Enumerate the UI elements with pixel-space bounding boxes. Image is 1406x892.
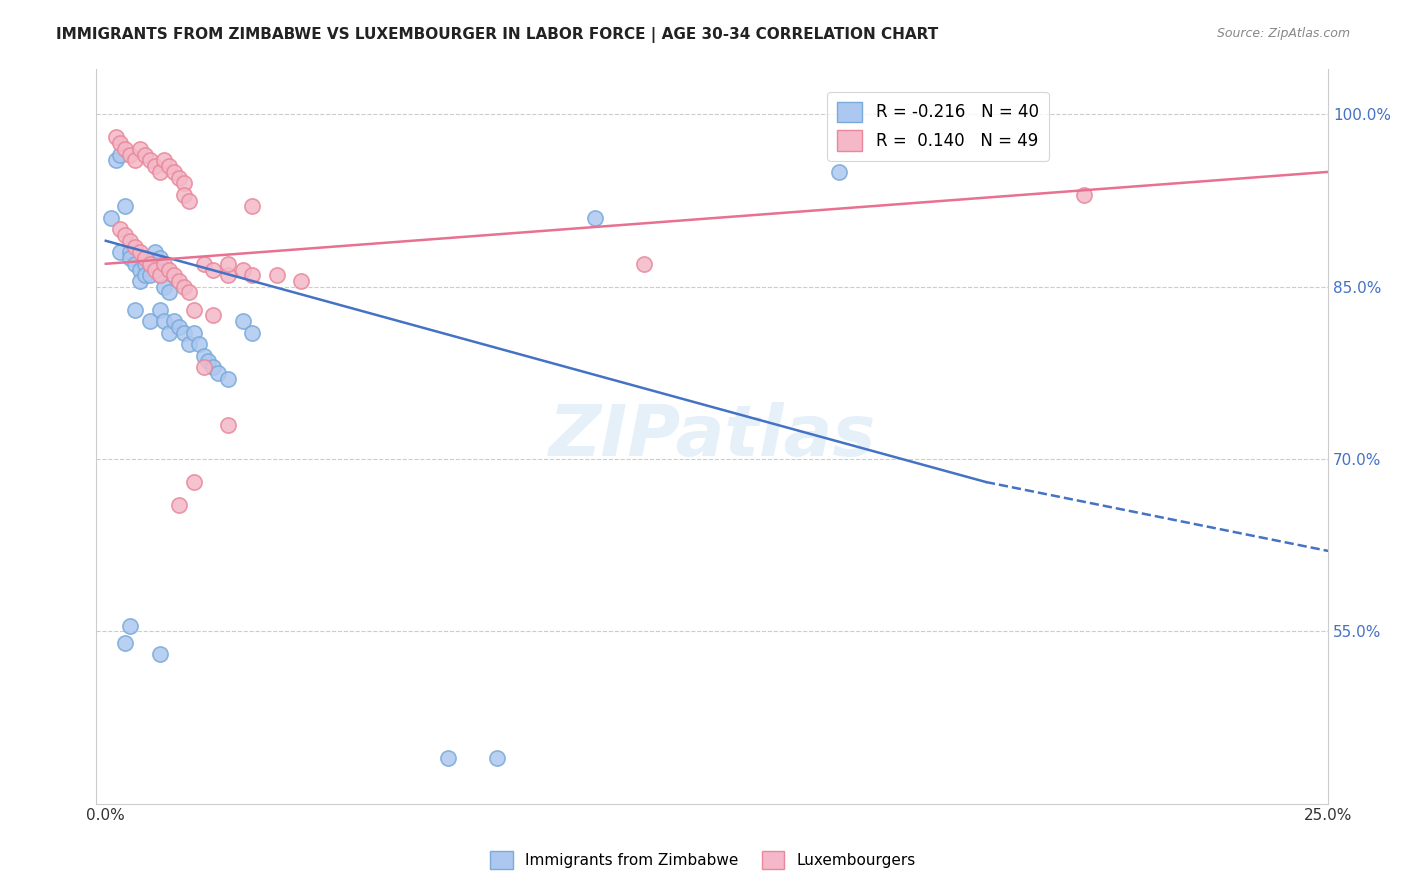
Point <box>129 245 152 260</box>
Point <box>134 251 156 265</box>
Point <box>114 199 136 213</box>
Point <box>139 257 162 271</box>
Point <box>124 302 146 317</box>
Point <box>163 165 186 179</box>
Point <box>173 279 195 293</box>
Text: ZIPatlas: ZIPatlas <box>548 401 876 471</box>
Point <box>114 228 136 243</box>
Point <box>232 262 254 277</box>
Point <box>1073 187 1095 202</box>
Point <box>110 136 132 151</box>
Point <box>120 234 142 248</box>
Point <box>217 417 239 432</box>
Point <box>266 268 288 283</box>
Point <box>153 314 176 328</box>
Point <box>120 618 142 632</box>
Point <box>485 750 508 764</box>
Point <box>129 142 152 156</box>
Point <box>197 354 219 368</box>
Point <box>173 177 195 191</box>
Legend: R = -0.216   N = 40, R =  0.140   N = 49: R = -0.216 N = 40, R = 0.140 N = 49 <box>827 92 1049 161</box>
Point <box>124 257 146 271</box>
Point <box>143 257 166 271</box>
Point <box>437 750 460 764</box>
Point <box>173 187 195 202</box>
Point <box>120 147 142 161</box>
Point <box>242 199 264 213</box>
Point <box>139 257 162 271</box>
Point <box>157 159 180 173</box>
Point <box>149 268 172 283</box>
Point <box>129 274 152 288</box>
Point <box>177 194 200 208</box>
Point <box>242 268 264 283</box>
Point <box>202 262 225 277</box>
Point <box>290 274 312 288</box>
Point <box>828 165 851 179</box>
Point <box>183 326 205 340</box>
Point <box>153 257 176 271</box>
Point <box>139 153 162 168</box>
Point <box>193 257 215 271</box>
Point <box>217 257 239 271</box>
Point <box>187 337 209 351</box>
Point <box>583 211 606 225</box>
Point <box>193 349 215 363</box>
Point <box>104 153 127 168</box>
Point <box>167 498 190 512</box>
Point <box>167 320 190 334</box>
Point <box>114 142 136 156</box>
Point <box>129 262 152 277</box>
Point <box>139 268 162 283</box>
Text: IMMIGRANTS FROM ZIMBABWE VS LUXEMBOURGER IN LABOR FORCE | AGE 30-34 CORRELATION : IMMIGRANTS FROM ZIMBABWE VS LUXEMBOURGER… <box>56 27 938 43</box>
Point <box>149 302 172 317</box>
Point <box>110 147 132 161</box>
Point <box>177 285 200 300</box>
Point <box>104 130 127 145</box>
Point <box>143 262 166 277</box>
Point <box>149 268 172 283</box>
Point <box>124 239 146 253</box>
Point <box>167 274 190 288</box>
Point <box>193 360 215 375</box>
Point <box>134 268 156 283</box>
Point <box>153 153 176 168</box>
Point <box>120 245 142 260</box>
Point <box>134 257 156 271</box>
Point <box>157 262 180 277</box>
Point <box>149 165 172 179</box>
Point <box>110 222 132 236</box>
Point <box>173 326 195 340</box>
Point <box>177 337 200 351</box>
Point <box>183 475 205 489</box>
Point <box>120 251 142 265</box>
Point <box>183 302 205 317</box>
Point <box>232 314 254 328</box>
Point <box>110 245 132 260</box>
Point <box>202 309 225 323</box>
Point <box>149 648 172 662</box>
Text: Source: ZipAtlas.com: Source: ZipAtlas.com <box>1216 27 1350 40</box>
Point <box>143 245 166 260</box>
Point <box>134 147 156 161</box>
Point <box>149 251 172 265</box>
Point <box>114 636 136 650</box>
Point <box>143 159 166 173</box>
Point <box>217 371 239 385</box>
Point <box>163 268 186 283</box>
Legend: Immigrants from Zimbabwe, Luxembourgers: Immigrants from Zimbabwe, Luxembourgers <box>484 845 922 875</box>
Point <box>153 279 176 293</box>
Point <box>100 211 122 225</box>
Point <box>242 326 264 340</box>
Point <box>157 326 180 340</box>
Point <box>202 360 225 375</box>
Point <box>139 314 162 328</box>
Point <box>217 268 239 283</box>
Point <box>167 170 190 185</box>
Point <box>157 285 180 300</box>
Point <box>633 257 655 271</box>
Point <box>124 153 146 168</box>
Point <box>163 314 186 328</box>
Point <box>207 366 229 380</box>
